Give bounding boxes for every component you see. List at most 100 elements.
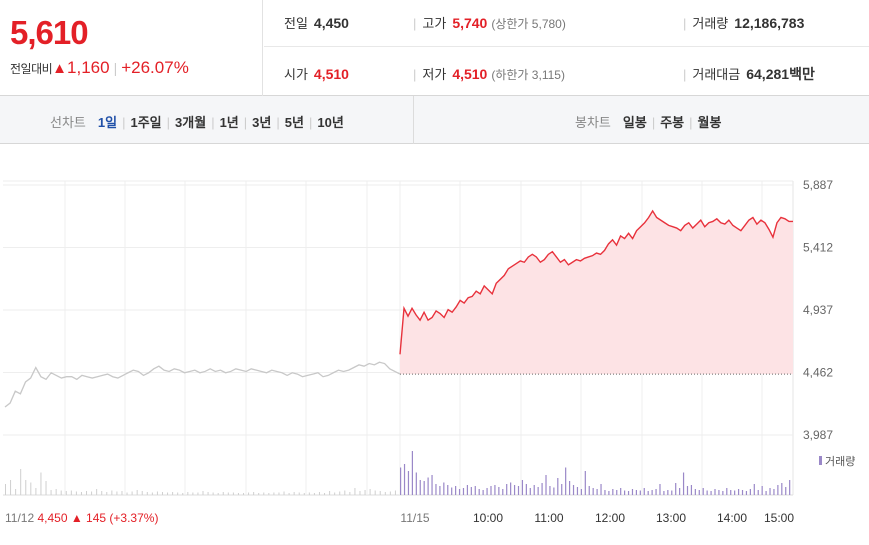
volume-bar — [65, 491, 67, 495]
candle-weekly[interactable]: 주봉 — [660, 115, 685, 130]
volume-bar — [777, 485, 779, 495]
volume-bar — [182, 493, 184, 495]
period-1d[interactable]: 1일 — [97, 115, 118, 130]
volume-bar — [5, 484, 6, 495]
volume-bar — [131, 491, 133, 495]
volume-bar — [667, 490, 669, 495]
period-1w[interactable]: 1주일 — [130, 115, 162, 130]
x-tick-label: 13:00 — [656, 511, 686, 525]
series-line — [399, 209, 793, 355]
volume-bar — [344, 490, 346, 495]
volume-bar — [394, 490, 396, 495]
volume-bar — [745, 491, 748, 495]
stat-label: 고가 — [422, 16, 447, 31]
volume-bar — [15, 489, 17, 495]
volume-bar — [549, 486, 551, 495]
volume-bar — [631, 489, 634, 495]
divider: | — [113, 60, 118, 76]
volume-bar — [243, 493, 245, 495]
volume-bar — [278, 492, 280, 495]
volume-bar — [116, 491, 118, 495]
volume-bar — [136, 490, 138, 495]
volume-bar — [403, 464, 406, 495]
volume-bar — [545, 475, 547, 495]
volume-bar — [561, 484, 563, 495]
x-tick-label: 10:00 — [473, 511, 503, 525]
volume-bar — [576, 487, 579, 495]
volume-bar — [596, 489, 598, 495]
upper-limit: (상한가 5,780) — [491, 17, 566, 31]
volume-bar — [639, 490, 641, 495]
volume-bar — [50, 490, 52, 495]
volume-bar — [568, 481, 571, 495]
divider: | — [683, 16, 687, 31]
divider: | — [683, 67, 687, 82]
candle-chart-label: 봉차트 — [575, 115, 611, 130]
volume-bar — [765, 491, 767, 495]
volume-bar — [722, 491, 724, 495]
divider: | — [651, 115, 656, 130]
divider: | — [276, 115, 280, 130]
volume-bar — [753, 484, 755, 495]
period-3m[interactable]: 3개월 — [175, 115, 207, 130]
volume-bar — [643, 488, 645, 495]
change-amount: 1,160 — [67, 58, 110, 77]
stat-label: 전일 — [284, 16, 308, 31]
divider: | — [689, 115, 693, 130]
change-percent: +26.07% — [121, 58, 189, 77]
divider: | — [166, 115, 171, 130]
stat-label: 거래대금 — [692, 67, 741, 82]
stat-prev: 전일 4,450 — [284, 13, 349, 32]
volume-bar — [121, 491, 123, 495]
volume-bar — [749, 489, 751, 495]
volume-bar — [359, 491, 361, 495]
volume-bar — [151, 492, 153, 495]
volume-bar — [20, 469, 22, 495]
volume-bar — [400, 467, 402, 495]
volume-bar — [462, 488, 465, 495]
volume-bar — [80, 492, 82, 495]
volume-bar — [369, 489, 371, 495]
volume-bar — [126, 492, 128, 495]
change-label: 전일대비 — [10, 62, 53, 76]
candle-monthly[interactable]: 월봉 — [697, 115, 722, 130]
current-price: 5,610 — [10, 14, 89, 51]
volume-bar — [258, 493, 260, 495]
volume-bar — [624, 490, 626, 495]
divider: | — [413, 67, 417, 82]
volume-bar — [288, 493, 290, 495]
volume-bar — [502, 489, 504, 495]
volume-bar — [675, 483, 677, 495]
period-3y[interactable]: 3년 — [252, 115, 272, 130]
volume-bar — [222, 492, 224, 495]
period-1y[interactable]: 1년 — [219, 115, 239, 130]
volume-bar — [572, 485, 575, 495]
volume-bar — [785, 487, 787, 495]
volume-bar — [253, 492, 255, 495]
volume-bar — [411, 451, 413, 495]
volume-bar — [427, 477, 429, 495]
candle-daily[interactable]: 일봉 — [622, 115, 647, 130]
volume-bar — [283, 491, 285, 495]
period-10y[interactable]: 10년 — [317, 115, 344, 130]
volume-bar — [248, 492, 250, 495]
volume-bar — [443, 482, 445, 495]
volume-bar — [91, 491, 93, 495]
volume-bar — [470, 487, 472, 495]
volume-bar — [177, 492, 179, 495]
volume-bar — [447, 485, 449, 495]
stat-value: 4,510 — [452, 66, 488, 82]
amount-unit: 백만 — [789, 66, 815, 82]
prev-day-series-line — [4, 361, 401, 408]
volume-bar — [415, 472, 417, 495]
volume-bar — [565, 467, 567, 495]
volume-bar — [419, 480, 421, 495]
volume-bar — [197, 492, 199, 495]
volume-bar — [431, 475, 433, 495]
period-5y[interactable]: 5년 — [284, 115, 304, 130]
volume-bar — [525, 484, 527, 495]
prev-day-date: 11/12 — [5, 511, 37, 525]
volume-legend-swatch — [819, 456, 822, 465]
volume-bar — [490, 486, 492, 495]
x-tick-label: 11:00 — [534, 511, 563, 525]
